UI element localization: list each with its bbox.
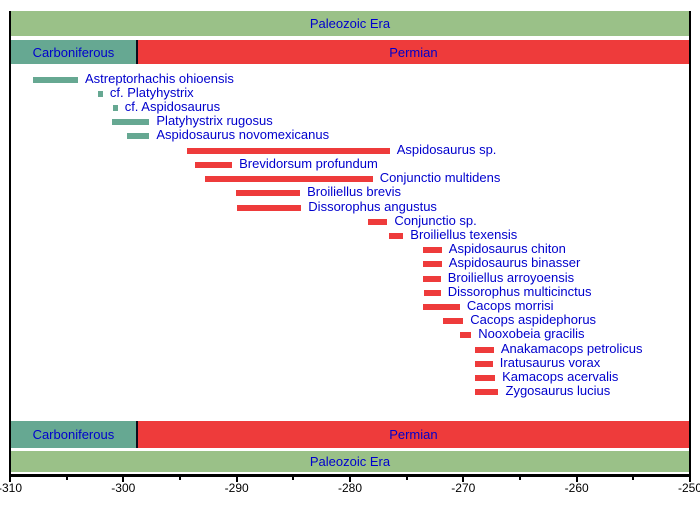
axis-tick-label: -280 xyxy=(337,481,363,495)
taxon-range-bar xyxy=(459,332,472,339)
taxon-label: Dissorophus angustus xyxy=(308,198,437,214)
top-permian-label: Permian xyxy=(389,44,438,60)
taxon-label: Astreptorhachis ohioensis xyxy=(85,70,234,86)
period-divider xyxy=(135,40,138,64)
taxon-range-bar xyxy=(112,119,150,126)
taxon-range-bar xyxy=(194,161,233,168)
top-era-label: Paleozoic Era xyxy=(309,16,391,31)
axis-major-tick xyxy=(349,477,351,482)
taxon-label: Broiliellus texensis xyxy=(410,226,518,242)
axis-minor-tick xyxy=(632,477,635,480)
taxon-label: Aspidosaurus sp. xyxy=(396,141,497,157)
taxon-label: Zygosaurus lucius xyxy=(505,383,611,399)
period-divider xyxy=(135,421,138,448)
taxon-range-bar xyxy=(368,218,388,225)
taxon-label: Anakamacops petrolicus xyxy=(500,340,643,356)
taxon-range-bar xyxy=(186,147,390,154)
taxon-label: cf. Aspidosaurus xyxy=(124,99,221,114)
bottom-era-label: Paleozoic Era xyxy=(309,454,391,469)
taxon-label: Broiliellus brevis xyxy=(307,184,402,200)
taxon-range-bar xyxy=(236,204,302,211)
top-period-bar-carboniferous: Carboniferous xyxy=(11,40,136,64)
x-axis-line xyxy=(9,474,691,477)
taxon-label: cf. Platyhystrix xyxy=(109,84,194,100)
axis-tick-label: -310 xyxy=(0,481,23,495)
axis-major-tick xyxy=(235,477,238,482)
taxon-range-bar xyxy=(98,90,103,97)
bottom-period-bar-permian: Permian xyxy=(137,421,689,448)
taxon-range-bar xyxy=(388,232,404,239)
taxon-label: Aspidosaurus binasser xyxy=(448,255,581,271)
axis-major-tick xyxy=(122,477,125,482)
bottom-permian-label: Permian xyxy=(389,427,438,442)
axis-minor-tick xyxy=(179,477,181,480)
taxon-range-bar xyxy=(422,247,442,254)
taxon-range-bar xyxy=(442,318,464,325)
axis-major-tick xyxy=(9,477,11,482)
axis-major-tick xyxy=(575,477,578,482)
taxon-label: Iratusaurus vorax xyxy=(499,354,601,370)
plot-left-border xyxy=(9,11,11,477)
taxon-label: Dissorophus multicinctus xyxy=(447,283,592,299)
taxon-label: Cacops aspidephorus xyxy=(470,312,597,328)
axis-minor-tick xyxy=(292,477,295,480)
taxon-range-bar xyxy=(422,261,442,268)
top-period-row: Carboniferous Permian xyxy=(11,40,689,64)
taxon-range-bar xyxy=(474,375,496,381)
axis-tick-label: -260 xyxy=(564,481,589,495)
axis-major-tick xyxy=(462,477,465,482)
bottom-carboniferous-label: Carboniferous xyxy=(32,427,115,442)
taxon-range-bar xyxy=(422,275,441,282)
top-era-bar: Paleozoic Era xyxy=(11,11,689,36)
axis-tick-label: -300 xyxy=(111,481,136,495)
taxon-label: Aspidosaurus chiton xyxy=(448,241,566,257)
taxon-label: Platyhystrix rugosus xyxy=(156,113,273,129)
taxon-range-bar xyxy=(474,360,493,367)
bottom-period-bar-carboniferous: Carboniferous xyxy=(11,421,136,448)
taxon-range-bar xyxy=(204,176,373,183)
taxon-label: Cacops morrisi xyxy=(466,298,554,313)
taxon-label: Nooxobeia gracilis xyxy=(478,326,585,342)
taxon-label: Broiliellus arroyoensis xyxy=(447,269,575,285)
axis-tick-label: -250 xyxy=(677,481,700,495)
plot-right-border xyxy=(689,11,691,477)
top-period-bar-permian: Permian xyxy=(137,40,689,64)
taxon-label: Kamacops acervalis xyxy=(502,369,619,384)
taxon-range-bar xyxy=(422,304,460,310)
taxon-range-bar xyxy=(32,76,78,83)
taxon-label: Brevidorsum profundum xyxy=(239,155,378,171)
bottom-period-row: Carboniferous Permian xyxy=(11,421,689,448)
taxon-label: Conjunctio multidens xyxy=(379,170,501,186)
bottom-era-bar: Paleozoic Era xyxy=(11,451,689,472)
taxon-range-bar xyxy=(126,133,150,140)
axis-minor-tick xyxy=(519,477,521,480)
taxon-range-bar xyxy=(113,105,118,111)
taxon-range-bar xyxy=(235,190,301,197)
axis-major-tick xyxy=(689,477,691,482)
taxon-label: Aspidosaurus novomexicanus xyxy=(156,127,330,143)
axis-tick-label: -290 xyxy=(224,481,249,495)
axis-minor-tick xyxy=(65,477,68,480)
taxon-range-bar xyxy=(474,389,499,396)
taxon-label: Conjunctio sp. xyxy=(394,212,477,228)
axis-minor-tick xyxy=(405,477,408,480)
top-carboniferous-label: Carboniferous xyxy=(32,44,115,60)
axis-tick-label: -270 xyxy=(451,481,476,495)
taxon-range-bar xyxy=(423,289,441,296)
taxon-range-bar xyxy=(474,346,494,353)
